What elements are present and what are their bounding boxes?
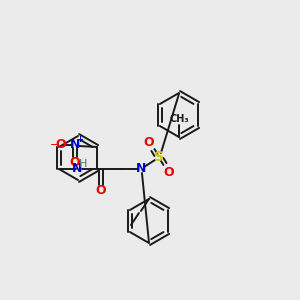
Text: O: O (144, 136, 154, 148)
Text: O: O (96, 184, 106, 197)
Text: CH₃: CH₃ (169, 114, 189, 124)
Text: H: H (79, 159, 87, 169)
Text: +: + (76, 136, 84, 145)
Text: S: S (154, 150, 164, 164)
Text: N: N (70, 139, 80, 152)
Text: −: − (50, 140, 59, 150)
Text: O: O (56, 139, 66, 152)
Text: O: O (164, 166, 174, 178)
Text: N: N (72, 161, 82, 175)
Text: O: O (70, 157, 80, 169)
Text: N: N (136, 163, 146, 176)
